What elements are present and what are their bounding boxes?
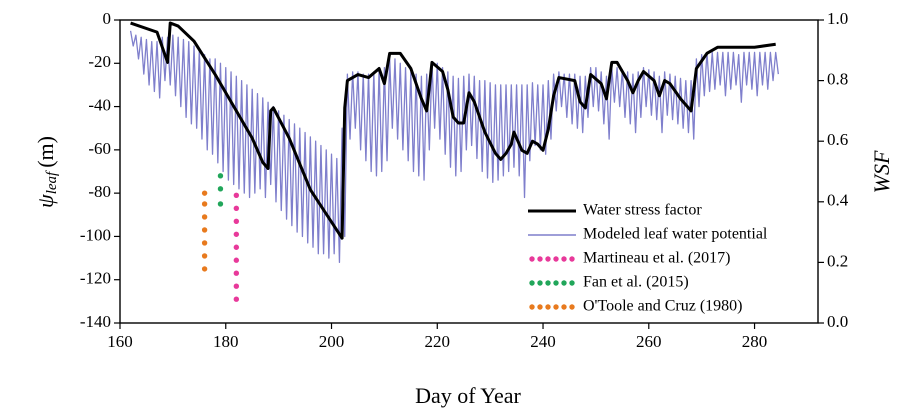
legend-label: Fan et al. (2015): [583, 274, 689, 291]
x-tick-label: 240: [530, 332, 556, 351]
observation-dot: [201, 190, 208, 196]
observation-dot: [233, 283, 240, 289]
observation-dot: [201, 240, 208, 246]
x-tick-label: 260: [636, 332, 662, 351]
y-label-subscript: leaf: [44, 170, 60, 194]
observation-dot: [233, 192, 240, 199]
observation-dot: [217, 186, 224, 192]
y2-axis-label: WSF: [869, 150, 894, 193]
y-tick-label: -100: [80, 225, 111, 244]
legend-dot: [537, 280, 543, 286]
observation-dot: [201, 201, 208, 207]
legend-dot: [545, 280, 551, 286]
legend-label: Water stress factor: [583, 202, 702, 219]
legend-dot: [569, 256, 575, 262]
y-tick-label: -120: [80, 269, 111, 288]
observation-dot: [233, 231, 240, 237]
observation-dot: [233, 296, 240, 302]
y2-tick-label: 0.4: [827, 191, 849, 210]
y2-tick-label: 0.2: [827, 251, 848, 270]
legend-dot: [545, 256, 551, 262]
legend-dot: [569, 280, 575, 286]
legend-dot: [553, 304, 559, 310]
observation-dot: [233, 244, 240, 250]
y2-tick-label: 0.6: [827, 130, 848, 149]
y-tick-label: -140: [80, 312, 111, 331]
x-axis-label: Day of Year: [415, 383, 521, 408]
y-label-symbol: ψ: [33, 194, 58, 208]
legend-dot: [529, 304, 535, 310]
legend-dot: [561, 256, 567, 262]
legend-label: Modeled leaf water potential: [583, 226, 768, 243]
legend-dot: [569, 304, 575, 310]
observation-dot: [217, 173, 224, 179]
observation-dot: [233, 218, 240, 224]
observation-dot: [217, 201, 224, 207]
legend-dot: [537, 256, 543, 262]
y-tick-label: 0: [103, 9, 112, 28]
y-tick-label: -40: [88, 95, 111, 114]
observation-dot: [201, 253, 208, 259]
x-tick-label: 280: [742, 332, 768, 351]
y-tick-label: -20: [88, 52, 111, 71]
x-tick-label: 180: [213, 332, 239, 351]
y2-tick-label: 0.0: [827, 312, 848, 331]
observation-dot: [233, 270, 240, 276]
x-tick-label: 160: [107, 332, 133, 351]
y2-tick-label: 1.0: [827, 9, 848, 28]
wsf-line: [130, 21, 776, 240]
legend-label: Martineau et al. (2017): [583, 250, 731, 267]
observation-dot: [201, 214, 208, 220]
legend-dot: [553, 280, 559, 286]
series-line: [129, 30, 779, 264]
legend-dot: [545, 304, 551, 310]
observation-dot: [201, 266, 208, 272]
plot-frame: [119, 19, 819, 324]
observation-dot: [233, 205, 240, 211]
legend-dot: [529, 280, 535, 286]
observation-dot: [233, 257, 240, 263]
legend-dot: [529, 256, 535, 262]
legend-label: O'Toole and Cruz (1980): [583, 298, 743, 315]
y-tick-label: -60: [88, 139, 111, 158]
y-axis-label: ψleaf (m): [33, 136, 60, 208]
y-label-unit: (m): [33, 136, 58, 168]
legend-dot: [561, 280, 567, 286]
legend-dot: [553, 256, 559, 262]
y2-tick-label: 0.8: [827, 70, 848, 89]
y-tick-label: -80: [88, 182, 111, 201]
x-tick-label: 220: [425, 332, 451, 351]
observation-dot: [201, 227, 208, 233]
legend-dot: [537, 304, 543, 310]
legend-dot: [561, 304, 567, 310]
x-tick-label: 200: [319, 332, 345, 351]
